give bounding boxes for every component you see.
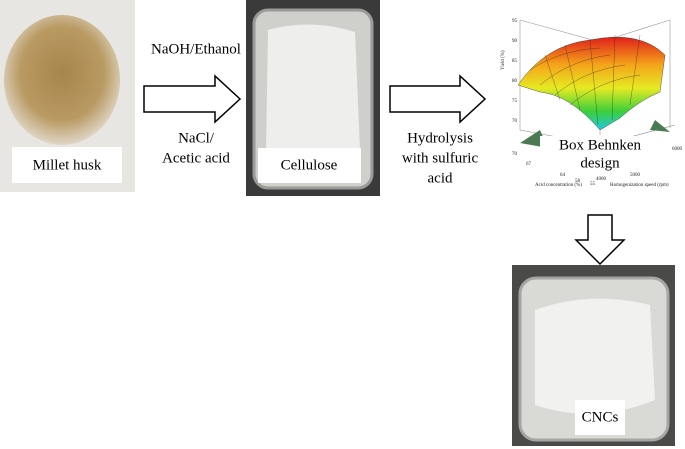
arrow xyxy=(143,74,242,124)
image-label: Millet husk xyxy=(33,157,102,173)
image-label: CNCs xyxy=(582,409,619,425)
millet-husk-image: Millet husk xyxy=(0,0,135,192)
cellulose-image: Cellulose xyxy=(246,0,380,196)
y-tick-label: 70 xyxy=(512,119,518,124)
z-tick-label: 5000 xyxy=(630,173,641,178)
arrow-label: acid xyxy=(428,170,453,186)
axis-label: Acid concentration (%) xyxy=(535,183,582,188)
z-tick-label: 6000 xyxy=(672,147,683,152)
y-tick-label: 75 xyxy=(512,99,518,104)
arrow xyxy=(574,214,626,266)
x-tick-label: 58 xyxy=(575,179,581,184)
arrow xyxy=(389,74,487,124)
arrow-label: NaCl/ xyxy=(178,130,215,146)
y-tick-label: 95 xyxy=(512,19,518,24)
axis-label: Yield (%) xyxy=(501,50,506,70)
y-tick-label: 80 xyxy=(512,79,518,84)
axis-label: Homogenization speed (rpm) xyxy=(610,183,669,188)
arrow-label: Hydrolysis xyxy=(407,130,473,146)
z-tick-label: 4000 xyxy=(596,177,607,182)
x-tick-label: 67 xyxy=(526,162,532,167)
plot-caption: Box Behnken xyxy=(559,137,642,153)
x-tick-label: 55 xyxy=(590,182,596,187)
x-tick-label: 70 xyxy=(512,152,518,157)
surface-plot: Box Behnken design Yield (%) Acid concen… xyxy=(501,19,683,188)
y-tick-label: 90 xyxy=(512,39,518,44)
y-tick-label: 85 xyxy=(512,59,518,64)
arrow-label: NaOH/Ethanol xyxy=(151,41,241,57)
x-tick-label: 64 xyxy=(560,173,566,178)
image-label: Cellulose xyxy=(281,157,338,173)
arrow-label: Acetic acid xyxy=(162,150,230,166)
plot-caption: design xyxy=(580,155,620,171)
arrow-label: with sulfuric xyxy=(402,150,479,166)
cncs-image: CNCs xyxy=(512,265,675,446)
